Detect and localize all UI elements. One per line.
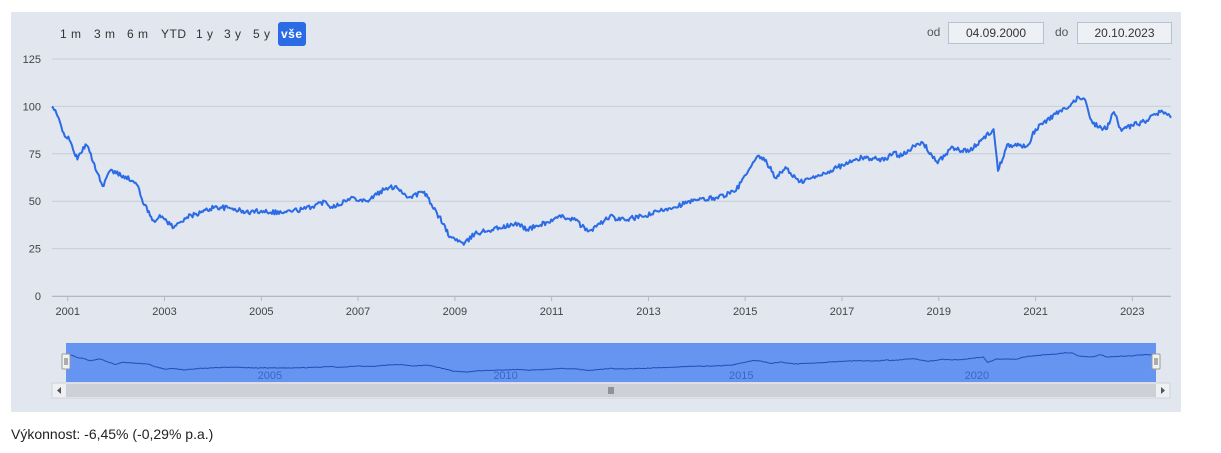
- x-tick-label-2007: 2007: [346, 306, 370, 318]
- y-tick-label-25: 25: [29, 244, 41, 256]
- x-tick-label-2019: 2019: [927, 306, 951, 318]
- to-date-input[interactable]: 20.10.2023: [1077, 22, 1172, 44]
- y-tick-label-75: 75: [29, 149, 41, 161]
- scroll-right-arrow-icon: [1161, 387, 1165, 394]
- performance-summary: Výkonnost: -6,45% (-0,29% p.a.): [11, 426, 214, 442]
- y-tick-label-0: 0: [35, 291, 41, 303]
- x-tick-label-2021: 2021: [1023, 306, 1047, 318]
- navigator-tick-label-2005: 2005: [258, 370, 282, 382]
- series-line: [51, 95, 1172, 246]
- range-button-ytd[interactable]: YTD: [161, 27, 187, 41]
- navigator-handle-right[interactable]: [1151, 353, 1161, 370]
- navigator-tick-label-2010: 2010: [493, 370, 517, 382]
- range-button-all[interactable]: vše: [278, 22, 306, 46]
- range-button-6m[interactable]: 6 m: [127, 27, 149, 41]
- x-tick-label-2009: 2009: [443, 306, 467, 318]
- from-date-label: od: [927, 25, 941, 39]
- x-tick-label-2017: 2017: [830, 306, 854, 318]
- navigator-handle-left[interactable]: [61, 353, 71, 370]
- x-tick-label-2013: 2013: [636, 306, 660, 318]
- y-tick-label-100: 100: [23, 101, 41, 113]
- y-tick-label-125: 125: [23, 54, 41, 66]
- x-tick-label-2011: 2011: [540, 306, 564, 318]
- x-tick-label-2023: 2023: [1120, 306, 1144, 318]
- navigator-scrollbar[interactable]: [51, 382, 1171, 399]
- to-date-label: do: [1055, 25, 1069, 39]
- x-tick-label-2015: 2015: [733, 306, 757, 318]
- range-button-1y[interactable]: 1 y: [196, 27, 214, 41]
- x-tick-label-2005: 2005: [249, 306, 273, 318]
- from-date-input[interactable]: 04.09.2000: [948, 22, 1044, 44]
- x-tick-label-2003: 2003: [152, 306, 176, 318]
- x-tick-label-2001: 2001: [56, 306, 80, 318]
- y-tick-label-50: 50: [29, 196, 41, 208]
- navigator-selection: [66, 343, 1156, 382]
- range-button-5y[interactable]: 5 y: [253, 27, 271, 41]
- stock-chart: 0 25 50 75 100 125 2001 2003 2005 2007 2009 2011 201…: [23, 54, 1172, 399]
- chart-panel: 0 25 50 75 100 125 2001 2003 2005 2007 2009 2011 201…: [11, 12, 1181, 412]
- range-button-3y[interactable]: 3 y: [224, 27, 242, 41]
- scroll-left-arrow-icon: [57, 387, 61, 394]
- navigator-tick-label-2015: 2015: [729, 370, 753, 382]
- navigator-tick-label-2020: 2020: [965, 370, 989, 382]
- navigator-series-line: [65, 352, 1157, 373]
- range-button-1m[interactable]: 1 m: [60, 27, 82, 41]
- range-button-3m[interactable]: 3 m: [94, 27, 116, 41]
